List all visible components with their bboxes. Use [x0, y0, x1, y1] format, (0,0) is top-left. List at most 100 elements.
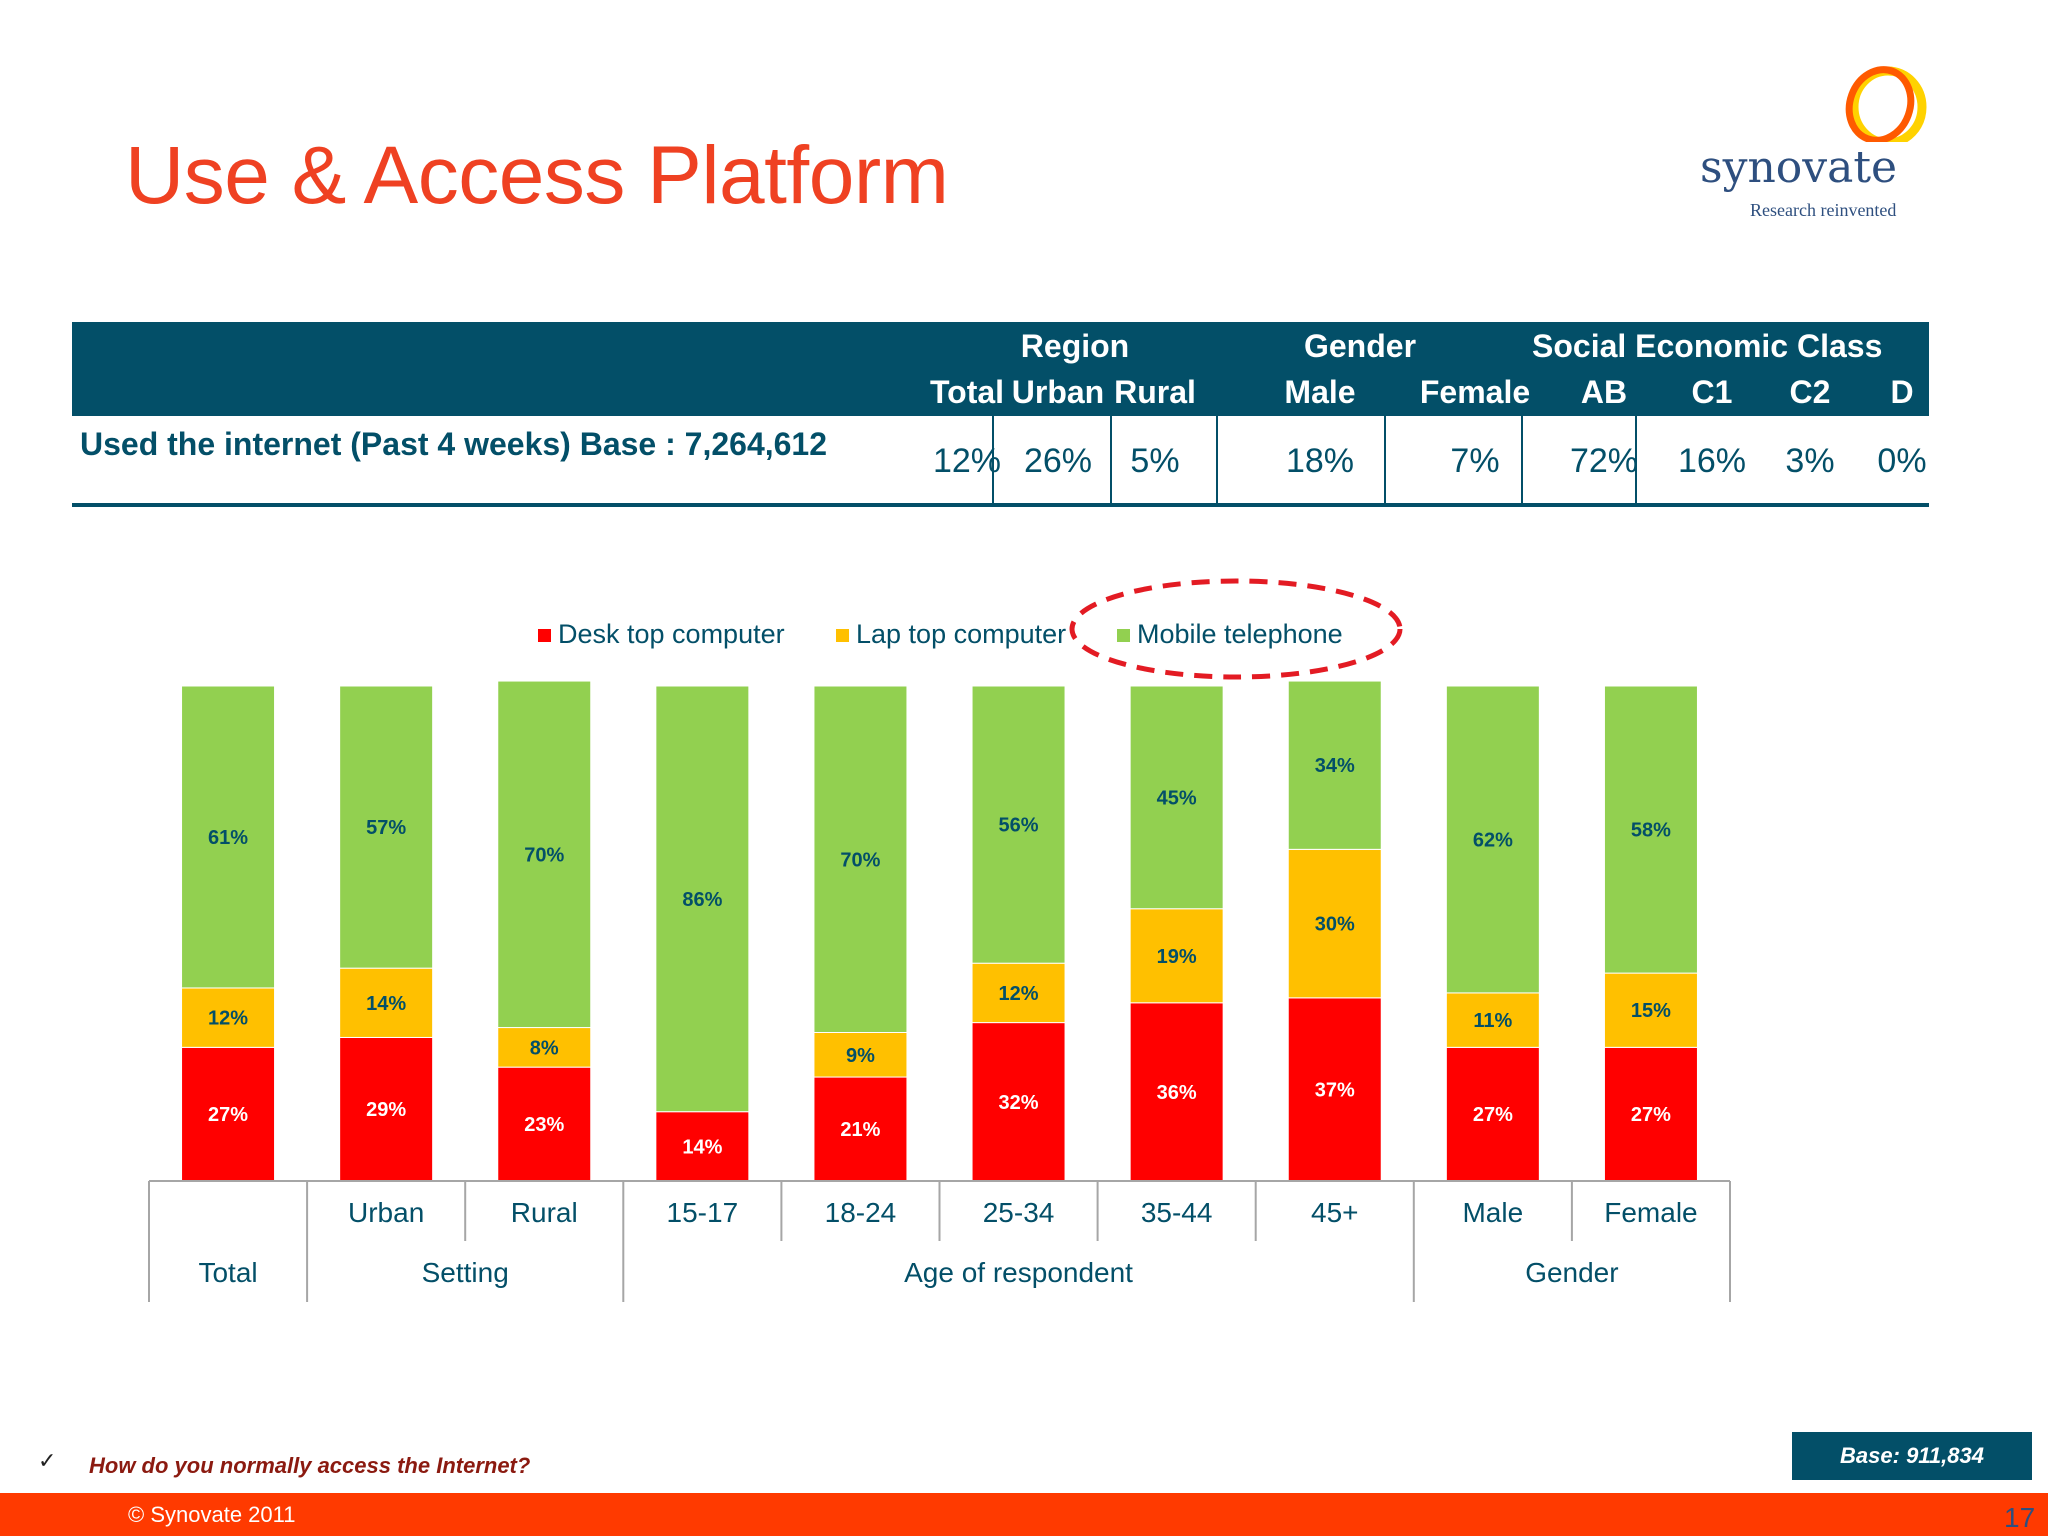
category-label-25-34: 25-34	[983, 1197, 1055, 1228]
bar-mobile-telephone-female	[1603, 685, 1698, 974]
bar-lap-top-computer-total	[181, 987, 276, 1048]
checkmark-icon: ✓	[38, 1448, 57, 1473]
data-label: 14%	[366, 993, 406, 1015]
data-label: 86%	[682, 889, 722, 911]
column-header-c1: C1	[1691, 374, 1733, 410]
group-label-gender: Gender	[1525, 1257, 1618, 1288]
column-divider	[1384, 416, 1386, 503]
column-header-female: Female	[1419, 374, 1531, 410]
category-label-male: Male	[1462, 1197, 1523, 1228]
bar-lap-top-computer-rural	[497, 1027, 592, 1068]
logo-rings-icon	[1845, 66, 1927, 148]
data-label: 27%	[208, 1104, 248, 1126]
cell-c2: 3%	[1785, 442, 1835, 480]
bar-mobile-telephone-urban	[339, 685, 434, 969]
bar-lap-top-computer-25-34	[971, 962, 1066, 1024]
table-header-band	[72, 322, 1929, 416]
data-label: 62%	[1473, 829, 1513, 851]
group-header-gender: Gender	[1303, 328, 1417, 364]
cell-rural: 5%	[1130, 442, 1180, 480]
category-label-45: 45+	[1311, 1197, 1359, 1228]
data-label: 23%	[524, 1114, 564, 1136]
column-header-rural: Rural	[1114, 374, 1196, 410]
bar-mobile-telephone-35-44	[1129, 685, 1224, 910]
legend-swatch-lap-top-computer	[836, 629, 849, 642]
bar-desk-top-computer-35-44	[1129, 1002, 1224, 1182]
logo-tagline: Research reinvented	[1750, 200, 1897, 220]
legend-swatch-mobile-telephone	[1117, 629, 1130, 642]
data-label: 45%	[1157, 787, 1197, 809]
bar-desk-top-computer-male	[1445, 1046, 1540, 1182]
data-label: 30%	[1315, 914, 1355, 936]
column-header-d: D	[1890, 374, 1914, 410]
category-label-15-17: 15-17	[667, 1197, 739, 1228]
data-label: 56%	[999, 815, 1039, 837]
data-label: 12%	[208, 1008, 248, 1030]
data-label: 27%	[1473, 1104, 1513, 1126]
data-label: 61%	[208, 827, 248, 849]
cell-d: 0%	[1877, 442, 1927, 480]
cell-ab: 72%	[1569, 442, 1639, 480]
data-label: 27%	[1631, 1104, 1671, 1126]
cell-total: 12%	[932, 442, 1002, 480]
group-label-setting: Setting	[422, 1257, 509, 1288]
internet-use-table: Region Gender Social Economic Class Tota…	[72, 322, 1929, 508]
cell-c1: 16%	[1677, 442, 1747, 480]
slide-title: Use & Access Platform	[125, 130, 949, 221]
cell-urban: 26%	[1023, 442, 1093, 480]
legend-label-lap-top-computer: Lap top computer	[856, 619, 1066, 649]
data-label: 32%	[999, 1092, 1039, 1114]
bar-lap-top-computer-male	[1445, 992, 1540, 1048]
cell-male: 18%	[1285, 442, 1355, 480]
data-label: 37%	[1315, 1079, 1355, 1101]
survey-question: How do you normally access the Internet?	[89, 1453, 531, 1478]
table-bottom-rule	[72, 503, 1929, 507]
cell-female: 7%	[1450, 442, 1500, 480]
data-label: 8%	[530, 1037, 559, 1059]
bar-desk-top-computer-female	[1603, 1046, 1698, 1182]
data-label: 12%	[999, 983, 1039, 1005]
legend-swatch-desk-top-computer	[538, 629, 551, 642]
column-header-total: Total	[929, 374, 1005, 410]
bar-lap-top-computer-18-24	[813, 1032, 908, 1078]
data-label: 29%	[366, 1099, 406, 1121]
row-label-internet-use: Used the internet (Past 4 weeks) Base : …	[80, 426, 828, 462]
legend-label-desk-top-computer: Desk top computer	[558, 619, 785, 649]
category-label-female: Female	[1604, 1197, 1697, 1228]
column-divider	[992, 416, 994, 503]
category-label-rural: Rural	[511, 1197, 578, 1228]
bar-desk-top-computer-rural	[497, 1066, 592, 1182]
category-label-urban: Urban	[348, 1197, 424, 1228]
bar-lap-top-computer-urban	[339, 967, 434, 1038]
data-label: 11%	[1473, 1010, 1512, 1032]
category-label-18-24: 18-24	[825, 1197, 897, 1228]
column-divider	[1216, 416, 1218, 503]
bar-lap-top-computer-45	[1287, 848, 1382, 999]
group-label-total: Total	[198, 1257, 257, 1288]
data-label: 34%	[1315, 755, 1355, 777]
page-number: 17	[2004, 1502, 2036, 1533]
bar-desk-top-computer-urban	[339, 1036, 434, 1182]
bar-desk-top-computer-15-17	[655, 1111, 750, 1182]
bar-mobile-telephone-male	[1445, 685, 1540, 994]
column-divider	[1521, 416, 1523, 503]
group-header-social-class: Social Economic Class	[1532, 328, 1883, 364]
bar-desk-top-computer-18-24	[813, 1076, 908, 1182]
category-label-35-44: 35-44	[1141, 1197, 1213, 1228]
legend-label-mobile-telephone: Mobile telephone	[1137, 619, 1343, 649]
bar-lap-top-computer-35-44	[1129, 908, 1224, 1004]
data-label: 70%	[840, 849, 880, 871]
data-label: 36%	[1157, 1082, 1197, 1104]
bar-mobile-telephone-45	[1287, 680, 1382, 850]
column-header-male: Male	[1284, 374, 1356, 410]
bar-mobile-telephone-rural	[497, 680, 592, 1029]
data-label: 15%	[1631, 1000, 1671, 1022]
highlight-ellipse-icon	[1069, 578, 1403, 680]
synovate-logo: synovate Research reinvented	[1700, 62, 1940, 232]
base-badge: Base: 911,834	[1792, 1432, 2032, 1480]
data-label: 21%	[840, 1119, 880, 1141]
column-divider	[1635, 416, 1637, 503]
column-header-c2: C2	[1789, 374, 1831, 410]
data-label: 58%	[1631, 820, 1671, 842]
data-label: 70%	[524, 844, 564, 866]
